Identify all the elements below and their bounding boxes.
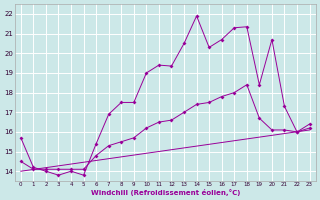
X-axis label: Windchill (Refroidissement éolien,°C): Windchill (Refroidissement éolien,°C)	[91, 189, 240, 196]
